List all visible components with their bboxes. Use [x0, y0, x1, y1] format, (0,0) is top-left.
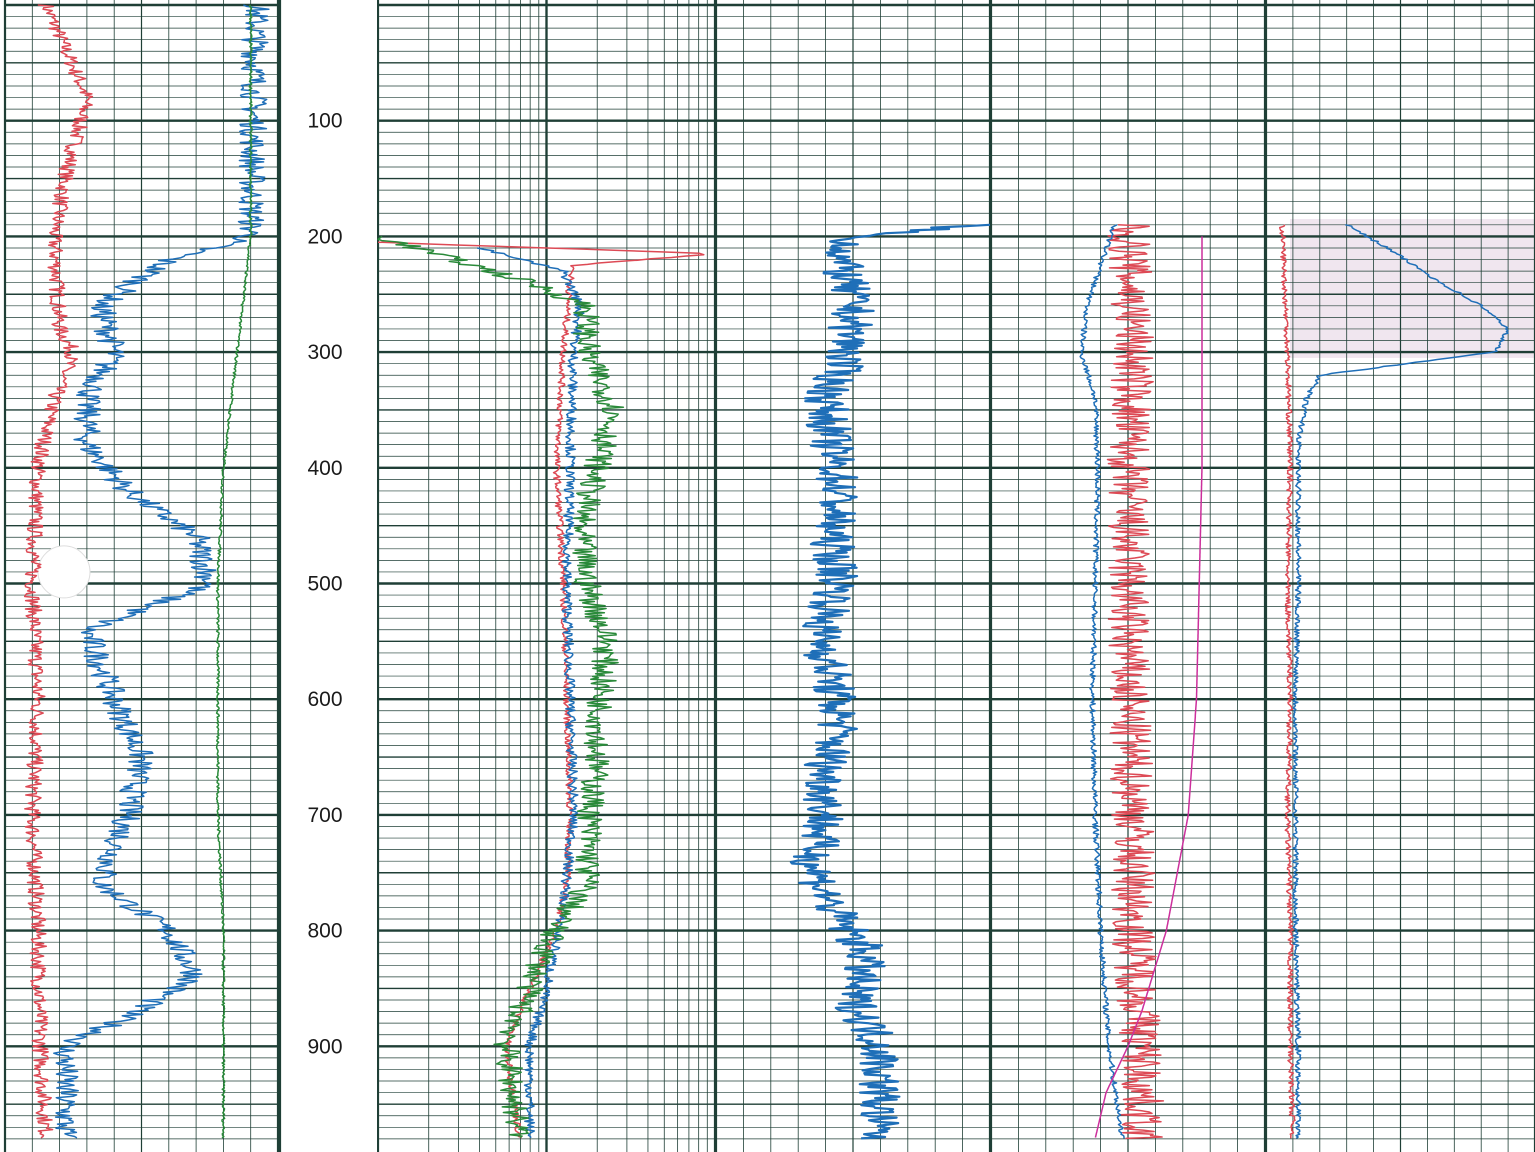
curve-magenta: [1094, 236, 1203, 1138]
depth-label: 900: [307, 1035, 342, 1058]
curve-blue: [1079, 224, 1125, 1139]
curve-blue: [1292, 224, 1509, 1140]
curve-red: [23, 4, 94, 1139]
depth-label: 700: [307, 804, 342, 827]
curve-green: [215, 4, 253, 1139]
curve-green: [377, 235, 625, 1139]
depth-track: 100 200 300 400 500 600 700 800 900: [37, 0, 377, 1152]
curve-red: [1278, 224, 1296, 1139]
depth-label: 100: [307, 110, 342, 133]
curve-blue: [476, 247, 585, 1139]
curves-layer: [23, 4, 1509, 1140]
depth-label: 200: [307, 225, 342, 248]
depth-label: 600: [307, 688, 342, 711]
depth-label: 300: [307, 341, 342, 364]
shading-layer: [1290, 219, 1535, 358]
shaded-interval: [1290, 219, 1535, 358]
curve-blue: [789, 223, 991, 1140]
depth-label: 500: [307, 573, 342, 596]
punch-hole: [37, 545, 91, 599]
curve-red: [1106, 224, 1165, 1140]
curve-blue: [53, 4, 270, 1139]
grid-layer: [3, 0, 1535, 1152]
depth-label: 800: [307, 920, 342, 943]
depth-column: [280, 0, 377, 1152]
depth-label: 400: [307, 457, 342, 480]
